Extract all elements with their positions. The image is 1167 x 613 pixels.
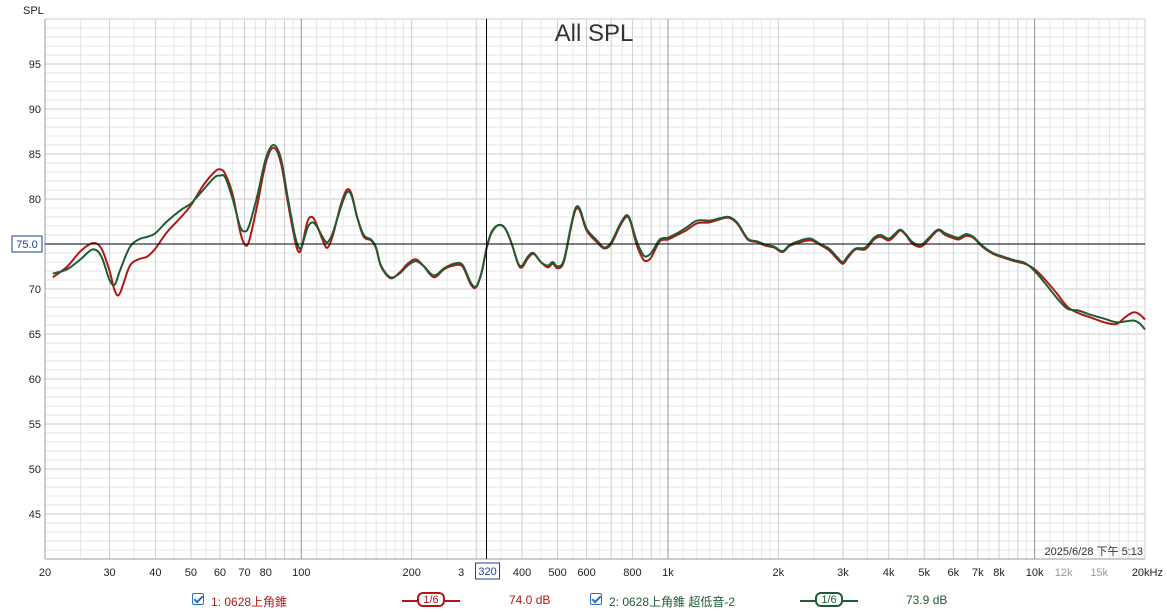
plot-frame: [44, 19, 1145, 560]
y-tick-label: 85: [29, 149, 41, 161]
series-2-checkbox[interactable]: [590, 593, 602, 605]
y-tick-label: 90: [29, 104, 41, 116]
x-tick-label: 400: [513, 567, 531, 579]
y-tick-labels: 4550556065707580859095: [29, 59, 41, 521]
x-tick-label: 15k: [1090, 567, 1108, 579]
y-tick-label: 60: [29, 374, 41, 386]
major-grid: [300, 19, 1036, 559]
y-tick-label: 80: [29, 194, 41, 206]
y-tick-label: 95: [29, 59, 41, 71]
x-tick-label: 30: [103, 567, 115, 579]
series-2-level: 73.9 dB: [906, 593, 948, 607]
series-1-smoothing-button[interactable]: 1/6: [417, 592, 445, 607]
x-tick-label: 6k: [947, 567, 959, 579]
series-1-level: 74.0 dB: [509, 593, 551, 607]
series-2-smoothing-button[interactable]: 1/6: [815, 592, 843, 607]
x-tick-label: 20: [39, 567, 51, 579]
series-2-name: 2: 0628上角錐 超低音-2: [609, 595, 736, 609]
x-tick-label: 5k: [918, 567, 930, 579]
y-tick-label: 70: [29, 284, 41, 296]
cursor-x-readout-box: [475, 562, 501, 580]
x-tick-label: 60: [214, 567, 226, 579]
x-tick-label: 80: [260, 567, 272, 579]
x-tick-label: 3: [458, 567, 464, 579]
cursor-x-readout: 320: [478, 566, 496, 578]
x-tick-label: 100: [292, 567, 310, 579]
x-tick-label: 20kHz: [1132, 567, 1163, 579]
x-tick-label: 7k: [972, 567, 984, 579]
x-tick-label: 70: [238, 567, 250, 579]
series-1-name: 1: 0628上角錐: [211, 595, 288, 609]
series-2-line: [52, 144, 1146, 331]
x-tick-label: 500: [548, 567, 566, 579]
x-tick-label: 3k: [837, 567, 849, 579]
x-tick-label: 8k: [993, 567, 1005, 579]
x-tick-label: 12k: [1055, 567, 1073, 579]
x-tick-label: 600: [577, 567, 595, 579]
x-tick-label: 800: [623, 567, 641, 579]
minor-grid: [44, 18, 1146, 560]
cursor-y-readout: 75.0: [16, 239, 37, 251]
series-1-checkbox[interactable]: [192, 593, 204, 605]
y-tick-label: 50: [29, 464, 41, 476]
y-tick-label: 65: [29, 329, 41, 341]
x-tick-labels: 20 30 40 50 60 70 80 100 200 3 400 500 600 800 1k 2k 3k 4…: [39, 567, 1163, 579]
x-tick-label: 4k: [883, 567, 895, 579]
x-tick-label: 40: [149, 567, 161, 579]
x-tick-label: 50: [185, 567, 197, 579]
y-tick-label: 45: [29, 509, 41, 521]
y-tick-label: 55: [29, 419, 41, 431]
chart-title: All SPL: [555, 20, 634, 47]
series-lines: [52, 144, 1146, 331]
y-axis-label: SPL: [23, 5, 44, 17]
x-tick-label: 2k: [773, 567, 785, 579]
cursor-y-readout-box: [11, 235, 43, 253]
x-tick-label: 1k: [662, 567, 674, 579]
timestamp: 2025/6/28 下午 5:13: [1045, 545, 1143, 558]
x-tick-label: 200: [402, 567, 420, 579]
x-tick-label: 10k: [1026, 567, 1044, 579]
